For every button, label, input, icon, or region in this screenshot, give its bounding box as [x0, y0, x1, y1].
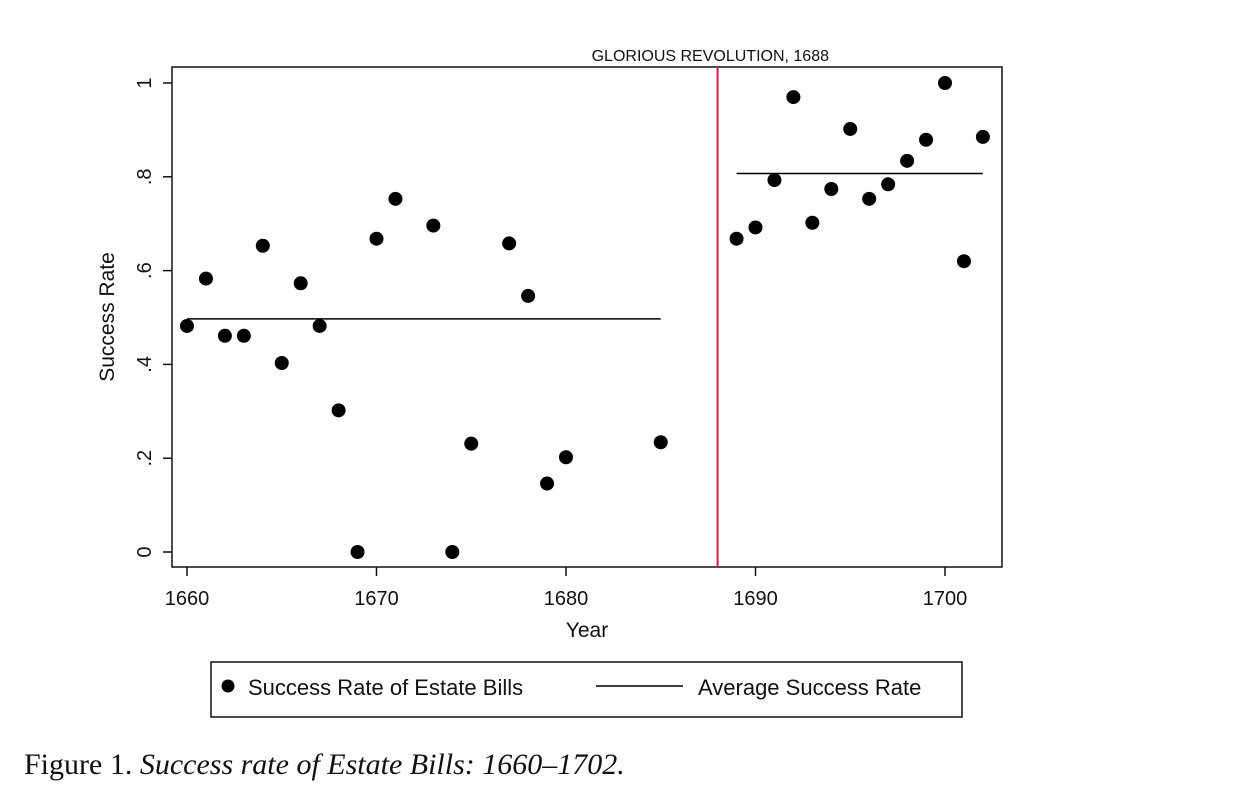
- x-axis: 1660 1670 1680 1690 1700: [165, 567, 968, 610]
- data-point: [445, 545, 460, 559]
- data-point: [274, 355, 289, 370]
- caption-title: Success rate of Estate Bills: 1660–1702.: [139, 748, 625, 781]
- data-point: [900, 153, 915, 168]
- data-point: [956, 254, 971, 269]
- data-point: [521, 288, 536, 303]
- y-tick-label: 0: [134, 546, 156, 557]
- annotation-label: GLORIOUS REVOLUTION, 1688: [592, 48, 830, 65]
- y-tick-label: .6: [134, 262, 156, 279]
- average-lines-layer: [187, 172, 983, 320]
- data-point: [862, 191, 877, 206]
- x-tick-label: 1680: [544, 588, 589, 610]
- data-point: [824, 181, 839, 196]
- x-tick-label: 1670: [354, 588, 399, 610]
- data-point: [464, 436, 479, 451]
- data-point: [502, 236, 517, 251]
- data-point: [748, 220, 763, 235]
- x-axis-label: Year: [566, 619, 608, 642]
- y-axis: 0 .2 .4 .6 .8 1: [134, 77, 172, 558]
- data-point: [729, 231, 744, 246]
- data-point: [843, 121, 858, 136]
- data-point: [217, 328, 232, 343]
- data-point: [331, 403, 346, 418]
- caption-label: Figure 1.: [24, 748, 140, 781]
- data-point: [198, 271, 213, 286]
- data-point: [559, 450, 573, 465]
- y-axis-label: Success Rate: [96, 252, 119, 382]
- annotation-layer: GLORIOUS REVOLUTION, 1688: [592, 48, 830, 567]
- legend-box: [210, 661, 963, 718]
- data-point: [653, 435, 668, 450]
- data-point: [919, 132, 934, 147]
- data-point: [975, 129, 990, 144]
- y-tick-label: .2: [134, 450, 156, 467]
- data-point: [426, 218, 441, 233]
- plot-frame: [171, 66, 1003, 568]
- legend-label-line: Average Success Rate: [698, 675, 921, 700]
- data-point: [180, 318, 194, 333]
- x-tick-label: 1660: [165, 588, 210, 610]
- data-point: [236, 328, 251, 343]
- data-point: [938, 76, 952, 90]
- legend: Success Rate of Estate Bills Average Suc…: [210, 661, 963, 718]
- scatter-points-layer: [180, 76, 990, 559]
- data-point: [350, 545, 365, 559]
- figure-caption: Figure 1. Success rate of Estate Bills: …: [24, 748, 625, 782]
- data-point: [312, 318, 327, 333]
- data-point: [881, 177, 896, 192]
- data-point: [369, 231, 384, 246]
- data-point: [767, 173, 782, 188]
- y-tick-label: .8: [134, 168, 156, 185]
- legend-label-scatter: Success Rate of Estate Bills: [248, 675, 523, 700]
- data-point: [786, 90, 801, 105]
- y-tick-label: 1: [134, 77, 156, 88]
- data-point: [805, 215, 820, 230]
- data-point: [388, 191, 403, 206]
- data-point: [293, 276, 308, 291]
- legend-marker-scatter: [221, 679, 235, 693]
- chart: GLORIOUS REVOLUTION, 1688 1660 1670 1680 16…: [96, 48, 1003, 718]
- y-tick-label: .4: [134, 356, 156, 373]
- data-point: [540, 476, 555, 491]
- x-tick-label: 1700: [923, 588, 968, 610]
- data-point: [255, 238, 270, 253]
- x-tick-label: 1690: [733, 588, 778, 610]
